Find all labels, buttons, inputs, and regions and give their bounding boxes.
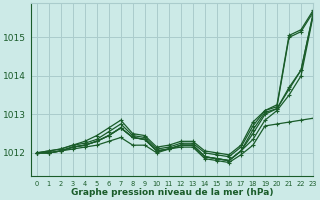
X-axis label: Graphe pression niveau de la mer (hPa): Graphe pression niveau de la mer (hPa) bbox=[71, 188, 273, 197]
